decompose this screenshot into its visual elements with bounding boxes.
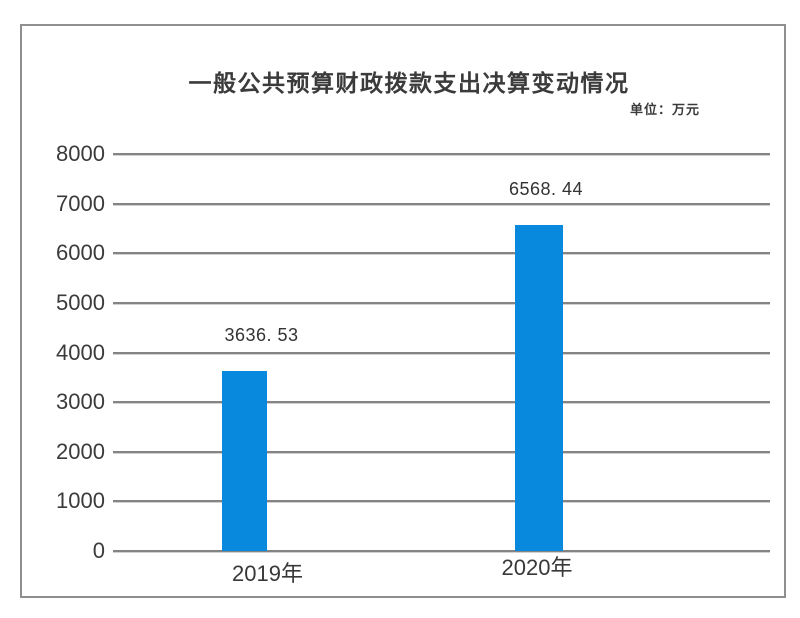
y-axis-tick-label: 2000 xyxy=(56,438,105,464)
gridline xyxy=(113,351,770,354)
y-axis-tick-label: 5000 xyxy=(56,289,105,315)
unit-label: 单位：万元 xyxy=(629,102,700,117)
bar xyxy=(515,225,563,551)
gridline xyxy=(113,202,770,205)
gridline xyxy=(113,401,770,404)
y-axis-tick-label: 3000 xyxy=(56,389,105,415)
gridline xyxy=(113,450,770,453)
gridline xyxy=(113,301,770,304)
y-axis-tick-label: 6000 xyxy=(56,240,105,266)
x-axis-category-label: 2019年 xyxy=(232,561,303,586)
gridline xyxy=(113,252,770,255)
gridline xyxy=(113,550,770,552)
y-axis-tick-label: 1000 xyxy=(56,488,105,514)
gridline xyxy=(113,500,770,503)
chart-title: 一般公共预算财政拨款支出决算变动情况 xyxy=(188,70,630,96)
bar xyxy=(222,371,267,551)
bar-value-label: 3636. 53 xyxy=(224,325,299,345)
y-axis-tick-label: 8000 xyxy=(56,141,105,166)
y-axis-tick-label: 7000 xyxy=(56,190,105,216)
x-axis-category-label: 2020年 xyxy=(501,555,573,580)
gridline xyxy=(113,153,770,155)
y-axis-tick-label: 4000 xyxy=(56,339,105,365)
y-axis-tick-label: 0 xyxy=(92,538,105,563)
bar-value-label: 6568. 44 xyxy=(508,179,584,199)
